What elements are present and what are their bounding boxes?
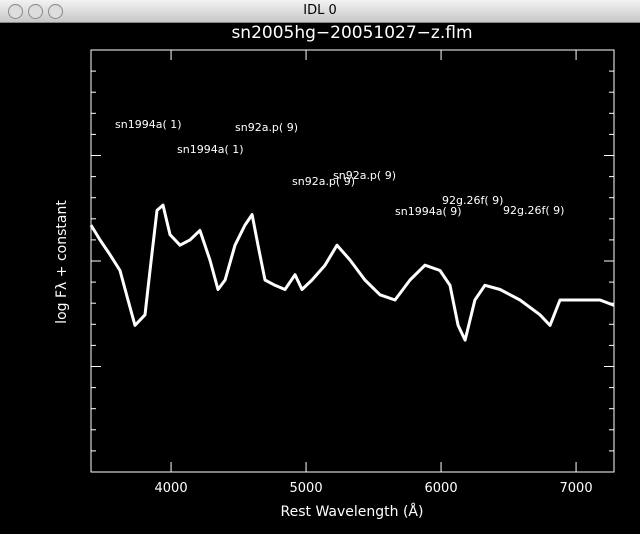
annotation: sn1994a( 1) <box>177 143 244 156</box>
minimize-button[interactable] <box>28 4 43 19</box>
annotation: sn1994a( 9) <box>395 205 462 218</box>
annotation: 92g.26f( 9) <box>442 194 503 207</box>
annotation: sn92a.p( 9) <box>235 121 298 134</box>
title-bar: IDL 0 <box>0 0 640 23</box>
annotation: sn92a.p( 9) <box>292 175 355 188</box>
y-axis-label: log Fλ + constant <box>54 200 70 324</box>
x-tick-label: 7000 <box>560 481 593 496</box>
chart: sn2005hg−20051027−z.flm Rest Wavelength … <box>54 23 615 520</box>
x-tick-label: 5000 <box>290 481 323 496</box>
window-title: IDL 0 <box>303 3 337 18</box>
x-tick-label: 6000 <box>425 481 458 496</box>
zoom-button[interactable] <box>48 4 63 19</box>
x-tick-label: 4000 <box>155 481 188 496</box>
x-axis-label: Rest Wavelength (Å) <box>281 503 424 520</box>
annotation: 92g.26f( 9) <box>503 204 564 217</box>
close-button[interactable] <box>8 4 23 19</box>
spectrum <box>89 203 615 342</box>
chart-title: sn2005hg−20051027−z.flm <box>231 23 472 43</box>
annotation: sn1994a( 1) <box>115 118 182 131</box>
annotation: sn92a.p( 9) <box>333 169 396 182</box>
